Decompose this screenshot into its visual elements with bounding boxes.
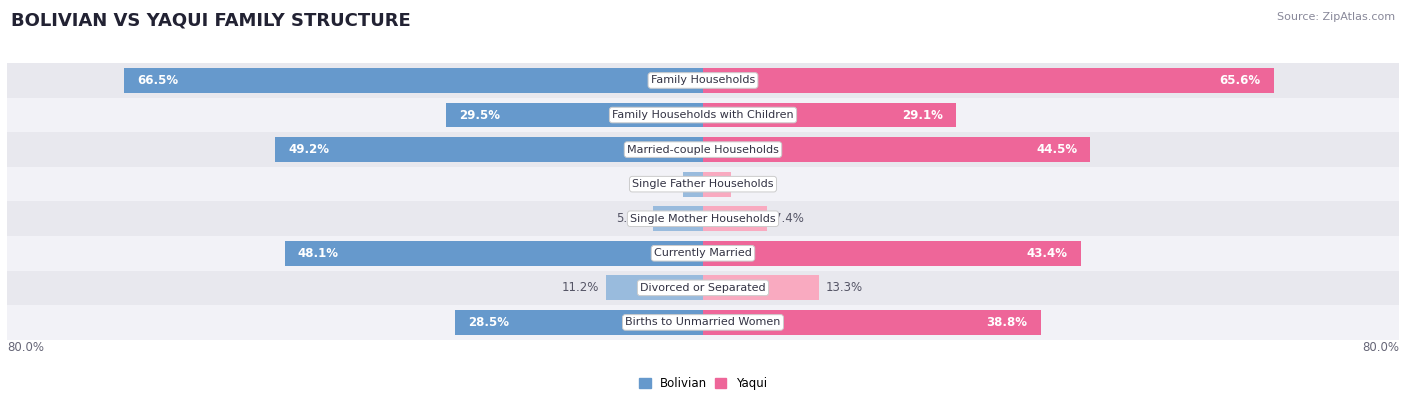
Text: Currently Married: Currently Married — [654, 248, 752, 258]
Bar — [276, 137, 703, 162]
FancyBboxPatch shape — [7, 201, 1399, 236]
Bar — [606, 275, 703, 300]
Text: BOLIVIAN VS YAQUI FAMILY STRUCTURE: BOLIVIAN VS YAQUI FAMILY STRUCTURE — [11, 12, 411, 30]
Text: 13.3%: 13.3% — [825, 281, 863, 294]
FancyBboxPatch shape — [7, 132, 1399, 167]
Bar — [446, 103, 703, 128]
Text: Births to Unmarried Women: Births to Unmarried Women — [626, 318, 780, 327]
Bar — [125, 68, 703, 93]
Text: 11.2%: 11.2% — [561, 281, 599, 294]
Text: Source: ZipAtlas.com: Source: ZipAtlas.com — [1277, 12, 1395, 22]
Bar — [703, 310, 1040, 335]
FancyBboxPatch shape — [7, 98, 1399, 132]
Text: 66.5%: 66.5% — [138, 74, 179, 87]
Text: 65.6%: 65.6% — [1219, 74, 1261, 87]
Text: 38.8%: 38.8% — [987, 316, 1028, 329]
Text: 80.0%: 80.0% — [7, 341, 44, 354]
FancyBboxPatch shape — [7, 63, 1399, 98]
Text: 2.3%: 2.3% — [647, 178, 676, 191]
Bar — [703, 241, 1081, 266]
FancyBboxPatch shape — [7, 305, 1399, 340]
FancyBboxPatch shape — [7, 167, 1399, 201]
Bar — [703, 206, 768, 231]
FancyBboxPatch shape — [7, 271, 1399, 305]
Text: 29.5%: 29.5% — [460, 109, 501, 122]
Text: Married-couple Households: Married-couple Households — [627, 145, 779, 154]
Text: 28.5%: 28.5% — [468, 316, 509, 329]
FancyBboxPatch shape — [7, 236, 1399, 271]
Bar — [703, 275, 818, 300]
Text: 3.2%: 3.2% — [738, 178, 768, 191]
Bar — [703, 172, 731, 197]
Legend: Bolivian, Yaqui: Bolivian, Yaqui — [634, 372, 772, 395]
Text: 43.4%: 43.4% — [1026, 247, 1067, 260]
Text: 7.4%: 7.4% — [775, 212, 804, 225]
Bar — [456, 310, 703, 335]
Text: Family Households: Family Households — [651, 75, 755, 85]
Text: 29.1%: 29.1% — [903, 109, 943, 122]
Text: 5.8%: 5.8% — [616, 212, 645, 225]
Text: 44.5%: 44.5% — [1036, 143, 1077, 156]
Bar — [652, 206, 703, 231]
Bar — [703, 103, 956, 128]
Text: 48.1%: 48.1% — [298, 247, 339, 260]
Bar — [683, 172, 703, 197]
Text: Single Father Households: Single Father Households — [633, 179, 773, 189]
Bar — [703, 68, 1274, 93]
Text: 80.0%: 80.0% — [1362, 341, 1399, 354]
Text: 49.2%: 49.2% — [288, 143, 329, 156]
Bar — [703, 137, 1090, 162]
Text: Single Mother Households: Single Mother Households — [630, 214, 776, 224]
Text: Family Households with Children: Family Households with Children — [612, 110, 794, 120]
Text: Divorced or Separated: Divorced or Separated — [640, 283, 766, 293]
Bar — [284, 241, 703, 266]
